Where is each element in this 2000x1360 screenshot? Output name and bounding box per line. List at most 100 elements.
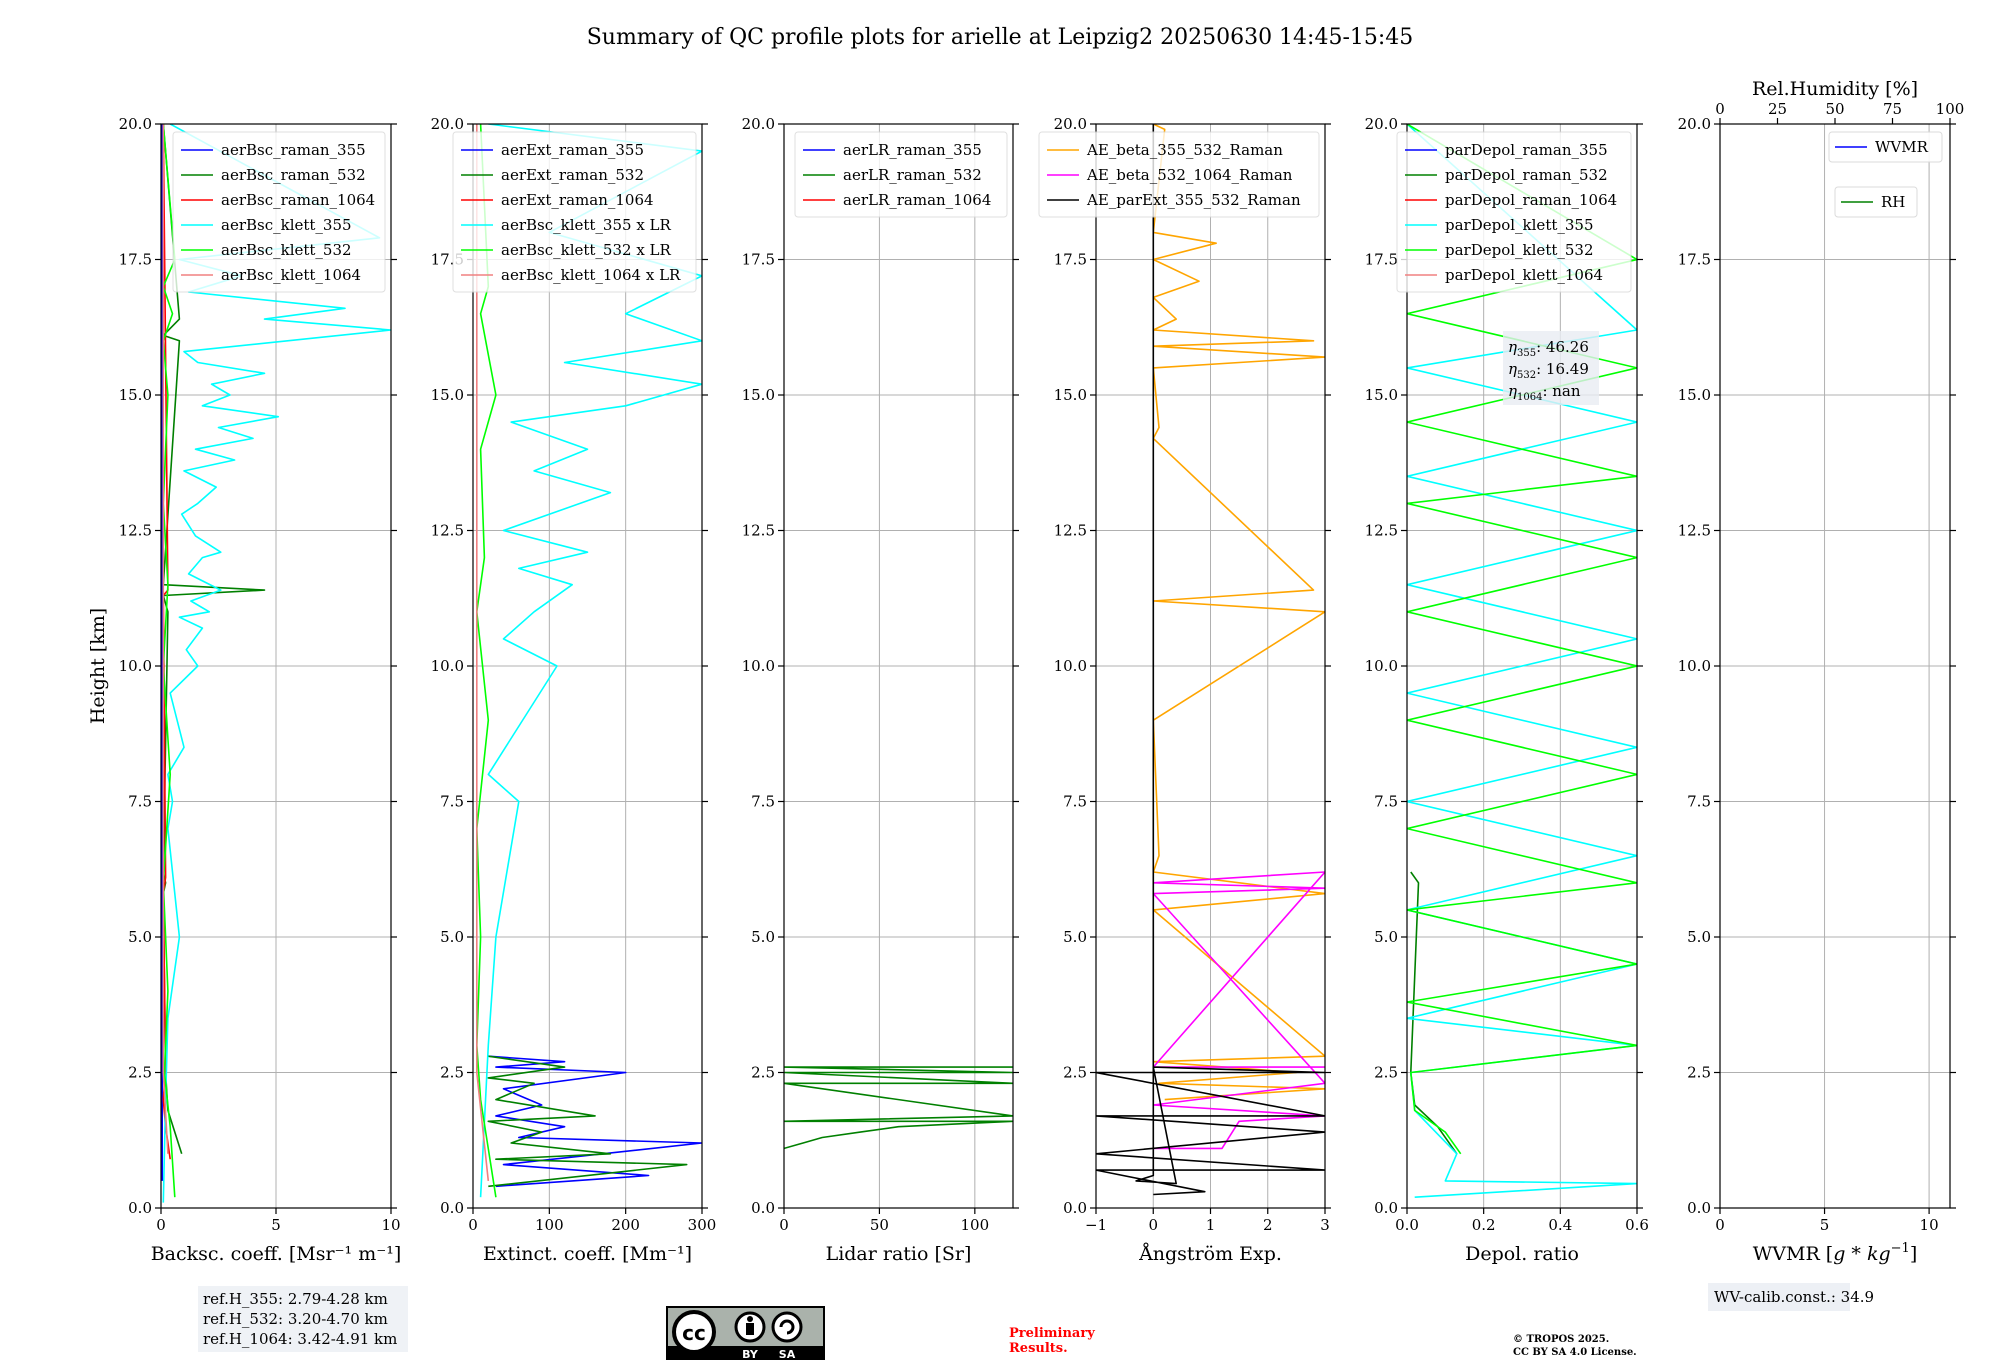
panel-backscatter: 0 5 10 0.0 2.5 5.0 7.5 10.0 12.5 15.0 17.5 20.0 Back… [87, 115, 401, 1265]
top-tick-label: 0 [1715, 100, 1725, 118]
copyright-note: © TROPOS 2025. CC BY SA 4.0 License. [1513, 1334, 1637, 1358]
copyright-line-1: © TROPOS 2025. [1513, 1334, 1609, 1345]
figure-title: Summary of QC profile plots for arielle … [587, 25, 1414, 50]
y-tick-label: 17.5 [1054, 251, 1087, 269]
top-tick-label: 100 [1936, 100, 1965, 118]
y-tick-label: 7.5 [128, 793, 152, 811]
x-tick-label: 2 [1263, 1216, 1273, 1234]
copyright-line-2: CC BY SA 4.0 License. [1513, 1347, 1637, 1358]
y-tick-label: 15.0 [742, 386, 775, 404]
x-axis-label: Ångström Exp. [1138, 1243, 1282, 1265]
cc-logo-text: cc [682, 1321, 706, 1345]
wv-calib-box: WV-calib.const.: 34.9 [1708, 1283, 1874, 1311]
y-tick-label: 7.5 [751, 793, 775, 811]
top-tick-label: 75 [1883, 100, 1902, 118]
series-line-aerBsc_klett_355 x LR [479, 124, 702, 1198]
y-tick-label: 7.5 [1063, 793, 1087, 811]
eta-symbol: η [1508, 338, 1517, 356]
eta-1064: η1064: nan [1508, 382, 1581, 403]
legend-label: aerBsc_klett_532 x LR [501, 241, 672, 259]
y-tick-label: 10.0 [431, 657, 464, 675]
legend-label: aerExt_raman_532 [501, 166, 644, 184]
series-line-aerBsc_klett_355 [162, 124, 391, 1203]
y-tick-label: 5.0 [1063, 928, 1087, 946]
x-tick-label: 200 [611, 1216, 640, 1234]
x-tick-label: 0.4 [1548, 1216, 1572, 1234]
legend-label: AE_beta_355_532_Raman [1086, 141, 1283, 159]
eta-1064-sub: 1064 [1517, 392, 1542, 403]
y-tick-label: 2.5 [1374, 1064, 1398, 1082]
y-tick-label: 5.0 [1687, 928, 1711, 946]
series-group [161, 124, 391, 1203]
top-tick-label: 25 [1768, 100, 1787, 118]
y-tick-label: 12.5 [742, 522, 775, 540]
x-tick-label: 0 [1715, 1216, 1725, 1234]
legend-label: aerLR_raman_1064 [843, 191, 991, 209]
y-tick-label: 2.5 [751, 1064, 775, 1082]
eta-532-sub: 532 [1517, 370, 1536, 381]
legend-label: parDepol_raman_355 [1445, 141, 1608, 159]
legend-label: AE_parExt_355_532_Raman [1086, 191, 1301, 209]
y-tick-label: 5.0 [440, 928, 464, 946]
y-tick-label: 17.5 [742, 251, 775, 269]
y-tick-label: 15.0 [1054, 386, 1087, 404]
panel-extinction: 0 100 200 3000.02.55.07.510.012.515.017.520… [431, 115, 717, 1265]
x-tick-label: 10 [1920, 1216, 1939, 1234]
top-axis-label: Rel.Humidity [%] [1752, 78, 1918, 100]
eta-355-sub: 355 [1517, 348, 1536, 359]
x-axis-label: WVMR [g * kg−1] [1753, 1241, 1917, 1265]
legend-label: parDepol_raman_1064 [1445, 191, 1617, 209]
y-tick-label: 0.0 [751, 1199, 775, 1217]
x-tick-label: 10 [381, 1216, 400, 1234]
legend-box [1038, 131, 1320, 218]
y-tick-label: 20.0 [119, 115, 152, 133]
y-tick-label: 20.0 [742, 115, 775, 133]
preliminary-line-1: Preliminary [1009, 1326, 1095, 1341]
series-group [476, 124, 702, 1198]
eta-355-value: : 46.26 [1536, 338, 1589, 356]
y-tick-label: 10.0 [1054, 657, 1087, 675]
series-line-aerLR_raman_532 [784, 1066, 1013, 1150]
y-tick-label: 10.0 [1678, 657, 1711, 675]
x-tick-label: 100 [961, 1216, 990, 1234]
x-tick-label: 50 [870, 1216, 889, 1234]
y-tick-label: 20.0 [431, 115, 464, 133]
top-tick-label: 50 [1825, 100, 1844, 118]
ref-height-box: ref.H_355: 2.79-4.28 km ref.H_532: 3.20-… [198, 1286, 408, 1352]
y-tick-label: 0.0 [1063, 1199, 1087, 1217]
y-tick-label: 15.0 [1365, 386, 1398, 404]
y-tick-label: 5.0 [128, 928, 152, 946]
x-tick-label: 300 [688, 1216, 717, 1234]
sa-share-icon [771, 1311, 803, 1343]
cc-by-label: BY [742, 1348, 759, 1360]
y-tick-label: 12.5 [1678, 522, 1711, 540]
y-tick-label: 15.0 [119, 386, 152, 404]
x-tick-label: 5 [271, 1216, 281, 1234]
y-tick-label: 7.5 [440, 793, 464, 811]
y-tick-label: 12.5 [431, 522, 464, 540]
x-tick-label: 5 [1820, 1216, 1830, 1234]
x-axis-label: Lidar ratio [Sr] [826, 1243, 972, 1265]
legend-label: aerBsc_raman_355 [221, 141, 366, 159]
x-tick-label: −1 [1085, 1216, 1107, 1234]
series-line-aerExt_raman_355 [488, 1055, 702, 1188]
legend-label: aerBsc_raman_1064 [221, 191, 375, 209]
ref-height-355: ref.H_355: 2.79-4.28 km [203, 1290, 388, 1308]
y-tick-label: 10.0 [1365, 657, 1398, 675]
y-tick-label: 20.0 [1365, 115, 1398, 133]
wv-calib-text: WV-calib.const.: 34.9 [1714, 1288, 1874, 1306]
y-tick-label: 2.5 [128, 1064, 152, 1082]
eta-532-value: : 16.49 [1536, 360, 1589, 378]
legend-label: aerLR_raman_532 [843, 166, 982, 184]
x-tick-label: 0 [468, 1216, 478, 1234]
y-tick-label: 0.0 [1687, 1199, 1711, 1217]
y-tick-label: 2.5 [1687, 1064, 1711, 1082]
legend-label: aerBsc_klett_355 x LR [501, 216, 672, 234]
ref-height-532: ref.H_532: 3.20-4.70 km [203, 1310, 388, 1328]
y-tick-label: 17.5 [1678, 251, 1711, 269]
legend-label: aerBsc_klett_1064 [221, 266, 361, 284]
legend-box [1828, 131, 1943, 163]
eta-symbol: η [1508, 360, 1517, 378]
eta-532: η532: 16.49 [1508, 360, 1589, 381]
legend-label: aerExt_raman_1064 [501, 191, 654, 209]
